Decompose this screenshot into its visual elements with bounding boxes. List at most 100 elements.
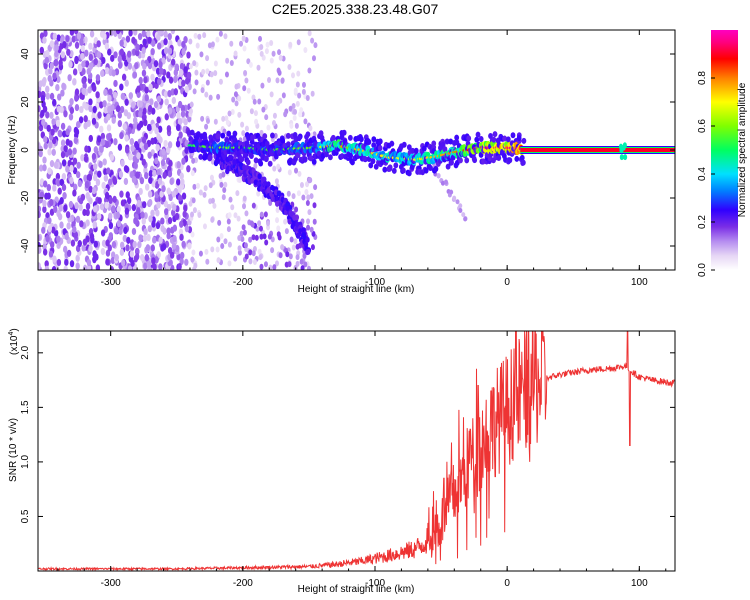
spectrogram-cell — [296, 70, 301, 77]
spectrogram-cell — [167, 107, 173, 115]
spectrogram-cell — [190, 170, 195, 177]
spectrogram-cell — [59, 197, 64, 205]
spectrogram-cell — [111, 69, 116, 77]
spectrogram-cell — [38, 150, 43, 158]
spectrogram-cell — [209, 174, 214, 181]
snr-panel: -300 -200 -100 0 100 0.5 1.0 1.5 2.0 Height of s… — [8, 328, 676, 595]
spectrogram-cell — [221, 115, 226, 122]
spectrogram-cell — [305, 249, 310, 256]
spectrogram-cell — [454, 134, 460, 141]
spectrogram-cell — [124, 165, 130, 174]
spectrogram-cell — [202, 131, 208, 138]
spectrogram-cell — [38, 90, 42, 98]
spectrogram-cell — [167, 141, 173, 149]
spectrogram-cell — [618, 143, 623, 150]
spectrogram-cell — [72, 147, 77, 155]
spectrogram-cell — [248, 236, 253, 243]
spectrogram-cell — [244, 210, 249, 217]
colorbar-label: Normalized spectral amplitude — [737, 82, 748, 217]
spectrogram-cell — [198, 153, 204, 160]
spectrogram-cell — [92, 205, 98, 213]
colorbar: 0.0 0.2 0.4 0.6 0.8 Normalized spectral ampl… — [697, 30, 748, 277]
spectrogram-cell — [223, 181, 228, 188]
spectrogram-cell — [122, 40, 128, 48]
spectrogram-cell — [100, 69, 105, 78]
spectrogram-cell — [45, 92, 51, 100]
spectrogram-cell — [285, 205, 290, 212]
spectrogram-cell — [86, 259, 92, 267]
spectrogram-cell — [130, 144, 135, 152]
spectrogram-cell — [296, 190, 301, 197]
spectrogram-cell — [251, 202, 256, 209]
spectrogram-cell — [153, 101, 159, 109]
spectrogram-cell — [80, 193, 86, 201]
spectrogram-cell — [39, 46, 45, 54]
spectrogram-cell — [42, 164, 47, 172]
spectrogram-cell — [128, 30, 133, 37]
snr-multiplier-base: (x10 — [9, 335, 20, 355]
spectrogram-cell — [101, 56, 106, 65]
spectrogram-cell — [233, 50, 238, 57]
spectrogram-cell — [76, 161, 81, 169]
spectrogram-cell — [413, 147, 419, 154]
spectrogram-ylabel: Frequency (Hz) — [7, 116, 18, 185]
spectrogram-cell — [38, 262, 41, 270]
spectrogram-cell — [298, 111, 303, 118]
spectrogram-cell — [46, 124, 51, 132]
spectrogram-cell — [306, 224, 311, 231]
spectrogram-cell — [73, 30, 79, 35]
spectrogram-cell — [458, 157, 463, 164]
spectrogram-cell — [464, 157, 470, 164]
spectrogram-cell — [433, 166, 439, 173]
spectrogram-cell — [188, 200, 193, 207]
spectrogram-cell — [47, 148, 52, 156]
spectrogram-cell — [443, 179, 448, 185]
spectrogram-cell — [280, 244, 285, 251]
spectrogram-cell — [294, 206, 299, 213]
spectrogram-cell — [135, 49, 140, 57]
spectrogram-cell — [311, 55, 316, 62]
spectrogram-cell — [99, 145, 104, 153]
spectrogram-cell — [51, 226, 56, 234]
spectrogram-cell — [231, 96, 236, 103]
spectrogram-cell — [125, 191, 130, 199]
spectrogram-cell — [288, 105, 293, 112]
spectrogram-cell — [72, 189, 77, 197]
spectrogram-cell — [233, 212, 238, 219]
spectrogram-cell — [123, 109, 129, 117]
spectrogram-cell — [63, 265, 68, 270]
spectrogram-cell — [237, 234, 242, 241]
spectrogram-cell — [56, 34, 61, 42]
spectrogram-cell — [113, 79, 118, 88]
spectrogram-cell — [263, 261, 268, 268]
spectrogram-cell — [147, 151, 152, 159]
spectrogram-cell — [59, 221, 64, 229]
spectrogram-cell — [107, 48, 112, 56]
spectrogram-cell — [192, 88, 197, 95]
spectrogram-cell — [295, 151, 301, 158]
spectrogram-cell — [307, 67, 312, 74]
spectrogram-cell — [41, 118, 46, 126]
spectrogram-cell — [272, 264, 277, 270]
spectrogram-cell — [207, 154, 213, 161]
spectrogram-cell — [258, 225, 263, 232]
spectrogram-cell — [112, 91, 118, 99]
spectrogram-cell — [182, 210, 187, 218]
spectrogram-cell — [623, 154, 628, 161]
spectrogram-cell — [117, 111, 122, 119]
spectrogram-cell — [309, 226, 314, 233]
spectrogram-cell — [306, 265, 311, 270]
spectrogram-cell — [63, 145, 68, 153]
spectrogram-cell — [287, 261, 292, 268]
spectrogram-cell — [117, 119, 123, 128]
y-tick-label: 1.0 — [20, 455, 31, 469]
spectrogram-cell — [190, 211, 195, 218]
spectrogram-cell — [371, 142, 377, 149]
spectrogram-cell — [305, 236, 310, 243]
spectrogram-cell — [244, 77, 249, 84]
spectrogram-cell — [213, 60, 218, 67]
spectrogram-cell — [126, 197, 132, 205]
spectrogram-cell — [184, 146, 189, 154]
spectrogram-cell — [128, 92, 134, 100]
spectrogram-cell — [252, 98, 257, 105]
